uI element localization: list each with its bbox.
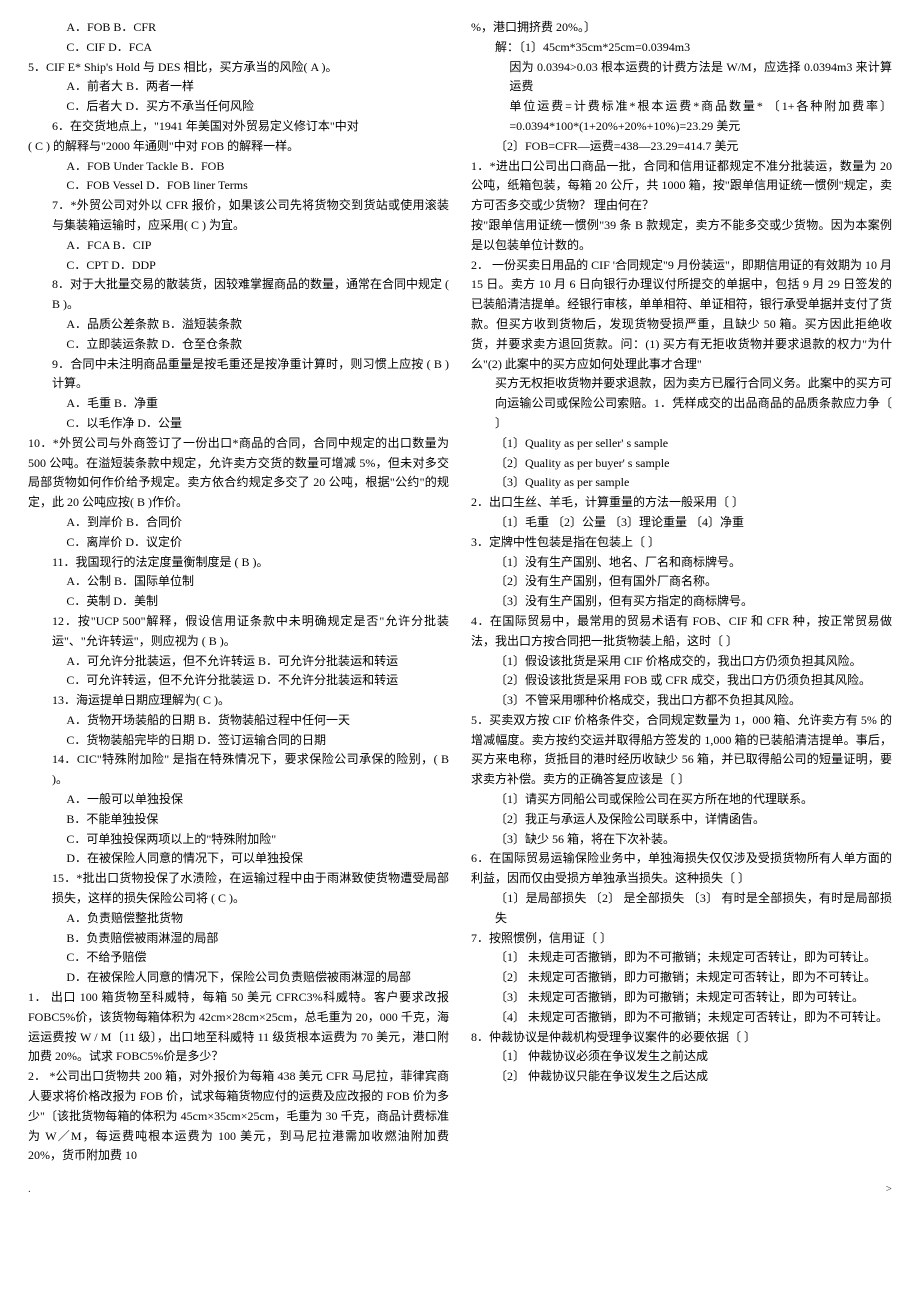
page-footer: . > (28, 1180, 892, 1198)
text-line: C．货物装船完毕的日期 D．签订运输合同的日期 (28, 731, 449, 751)
text-line: C．后者大 D．买方不承当任何风险 (28, 97, 449, 117)
text-line: C．可允许转运，但不允许分批装运 D．不允许分批装运和转运 (28, 671, 449, 691)
text-line: A．一般可以单独投保 (28, 790, 449, 810)
text-line: 1． 出口 100 箱货物至科威特，每箱 50 美元 CFRC3%科威特。客户要… (28, 988, 449, 1067)
text-line: A．FOB B．CFR (28, 18, 449, 38)
text-line: ( C ) 的解释与"2000 年通则"中对 FOB 的解释一样。 (28, 137, 449, 157)
text-line: B．不能单独投保 (28, 810, 449, 830)
text-line: 〔1〕 未规走可否撤销，即为不可撤销；未规定可否转让，即为可转让。 (471, 948, 892, 968)
text-line: 2．出口生丝、羊毛，计算重量的方法一般采用〔 〕 (471, 493, 892, 513)
text-line: 2． *公司出口货物共 200 箱，对外报价为每箱 438 美元 CFR 马尼拉… (28, 1067, 449, 1166)
text-line: 〔3〕没有生产国别，但有买方指定的商标牌号。 (471, 592, 892, 612)
text-line: B．负责赔偿被雨淋湿的局部 (28, 929, 449, 949)
text-line: C．FOB Vessel D．FOB liner Terms (28, 176, 449, 196)
text-line: A．货物开场装船的日期 B．货物装船过程中任何一天 (28, 711, 449, 731)
text-line: 因为 0.0394>0.03 根本运费的计费方法是 W/M，应选择 0.0394… (471, 58, 892, 98)
text-line: 〔2〕没有生产国别，但有国外厂商名称。 (471, 572, 892, 592)
text-line: 8．对于大批量交易的散装货，因较难掌握商品的数量，通常在合同中规定 ( B )。 (28, 275, 449, 315)
text-line: 8．仲裁协议是仲裁机构受理争议案件的必要依据〔 〕 (471, 1028, 892, 1048)
text-line: A．前者大 B．两者一样 (28, 77, 449, 97)
text-line: 4．在国际贸易中，最常用的贸易术语有 FOB、CIF 和 CFR 种，按正常贸易… (471, 612, 892, 652)
text-line: A．公制 B．国际单位制 (28, 572, 449, 592)
text-line: C．CIF D．FCA (28, 38, 449, 58)
right-column: %，港口拥挤费 20%。〕解：〔1〕45cm*35cm*25cm=0.0394m… (471, 18, 892, 1166)
text-line: C．以毛作净 D．公量 (28, 414, 449, 434)
text-line: 〔3〕 未规定可否撤销，即为可撤销；未规定可否转让，即为可转让。 (471, 988, 892, 1008)
text-line: 买方无权拒收货物并要求退款，因为卖方已履行合同义务。此案中的买方可向运输公司或保… (471, 374, 892, 433)
left-column: A．FOB B．CFRC．CIF D．FCA5．CIF E* Ship's Ho… (28, 18, 449, 1166)
text-line: 7．按照惯例，信用证〔 〕 (471, 929, 892, 949)
text-line: 11．我国现行的法定度量衡制度是 ( B )。 (28, 553, 449, 573)
text-line: 5．买卖双方按 CIF 价格条件交，合同规定数量为 1，000 箱、允许卖方有 … (471, 711, 892, 790)
text-line: 单位运费=计费标准*根本运费*商品数量* 〔1+各种附加费率〕=0.0394*1… (471, 97, 892, 137)
text-line: 15．*批出口货物投保了水渍险，在运输过程中由于雨淋致使货物遭受局部损失，这样的… (28, 869, 449, 909)
text-line: 3．定牌中性包装是指在包装上〔 〕 (471, 533, 892, 553)
text-line: 9．合同中未注明商品重量是按毛重还是按净重计算时，则习惯上应按 ( B ) 计算… (28, 355, 449, 395)
text-line: 〔1〕是局部损失 〔2〕 是全部损失 〔3〕 有时是全部损失，有时是局部损失 (471, 889, 892, 929)
text-line: 〔1〕毛重 〔2〕公量 〔3〕理论重量 〔4〕净重 (471, 513, 892, 533)
text-line: D．在被保险人同意的情况下，保险公司负责赔偿被雨淋湿的局部 (28, 968, 449, 988)
text-line: 〔1〕Quality as per seller' s sample (471, 434, 892, 454)
text-line: 〔3〕缺少 56 箱，将在下次补装。 (471, 830, 892, 850)
text-line: 〔1〕请买方同船公司或保险公司在买方所在地的代理联系。 (471, 790, 892, 810)
text-line: 〔2〕我正与承运人及保险公司联系中，详情函告。 (471, 810, 892, 830)
text-line: 〔1〕 仲裁协议必须在争议发生之前达成 (471, 1047, 892, 1067)
text-line: 解：〔1〕45cm*35cm*25cm=0.0394m3 (471, 38, 892, 58)
text-line: A．负责赔偿整批货物 (28, 909, 449, 929)
text-line: 13．海运提单日期应理解为( C )。 (28, 691, 449, 711)
text-line: 7．*外贸公司对外以 CFR 报价，如果该公司先将货物交到货站或使用滚装与集装箱… (28, 196, 449, 236)
text-line: C．立即装运条款 D．仓至仓条款 (28, 335, 449, 355)
text-line: C．不给予赔偿 (28, 948, 449, 968)
text-line: A．FCA B．CIP (28, 236, 449, 256)
text-line: 〔2〕FOB=CFR—运费=438—23.29=414.7 美元 (471, 137, 892, 157)
text-line: A．FOB Under Tackle B．FOB (28, 157, 449, 177)
text-line: A．品质公差条款 B．溢短装条款 (28, 315, 449, 335)
text-line: 6．在国际贸易运输保险业务中，单独海损失仅仅涉及受损货物所有人单方面的利益，因而… (471, 849, 892, 889)
footer-left: . (28, 1180, 31, 1198)
text-line: 10．*外贸公司与外商签订了一份出口*商品的合同，合同中规定的出口数量为 500… (28, 434, 449, 513)
text-line: C．英制 D．美制 (28, 592, 449, 612)
text-line: A．毛重 B．净重 (28, 394, 449, 414)
text-line: C．可单独投保两项以上的"特殊附加险" (28, 830, 449, 850)
text-line: 〔2〕Quality as per buyer' s sample (471, 454, 892, 474)
text-line: C．离岸价 D．议定价 (28, 533, 449, 553)
text-line: 〔3〕不管采用哪种价格成交，我出口方都不负担其风险。 (471, 691, 892, 711)
text-line: 〔1〕没有生产国别、地名、厂名和商标牌号。 (471, 553, 892, 573)
text-line: 14．CIC"特殊附加险" 是指在特殊情况下，要求保险公司承保的险别，( B )… (28, 750, 449, 790)
text-line: 2． 一份买卖日用品的 CIF '合同规定"9 月份装运"，即期信用证的有效期为… (471, 256, 892, 375)
text-line: 6．在交货地点上，"1941 年美国对外贸易定义修订本"中对 (28, 117, 449, 137)
text-line: C．CPT D．DDP (28, 256, 449, 276)
text-line: A．到岸价 B．合同价 (28, 513, 449, 533)
text-line: 12．按"UCP 500"解释，假设信用证条款中未明确规定是否"允许分批装运"、… (28, 612, 449, 652)
text-line: D．在被保险人同意的情况下，可以单独投保 (28, 849, 449, 869)
text-line: 〔2〕 仲裁协议只能在争议发生之后达成 (471, 1067, 892, 1087)
text-line: 〔2〕假设该批货是采用 FOB 或 CFR 成交，我出口方仍须负担其风险。 (471, 671, 892, 691)
footer-right: > (886, 1180, 892, 1198)
text-line: 〔3〕Quality as per sample (471, 473, 892, 493)
text-line: %，港口拥挤费 20%。〕 (471, 18, 892, 38)
text-line: A．可允许分批装运，但不允许转运 B．可允许分批装运和转运 (28, 652, 449, 672)
text-line: 按"跟单信用证统一惯例"39 条 B 款规定，卖方不能多交或少货物。因为本案例是… (471, 216, 892, 256)
text-line: 〔4〕 未规定可否撤销，即为不可撤销；未规定可否转让，即为不可转让。 (471, 1008, 892, 1028)
text-line: 5．CIF E* Ship's Hold 与 DES 相比，买方承当的风险( A… (28, 58, 449, 78)
text-line: 1．*进出口公司出口商品一批，合同和信用证都规定不准分批装运，数量为 20 公吨… (471, 157, 892, 216)
text-line: 〔2〕 未规定可否撤销，即力可撤销；未规定可否转让，即为不可转让。 (471, 968, 892, 988)
text-line: 〔1〕假设该批货是采用 CIF 价格成交的，我出口方仍须负担其风险。 (471, 652, 892, 672)
